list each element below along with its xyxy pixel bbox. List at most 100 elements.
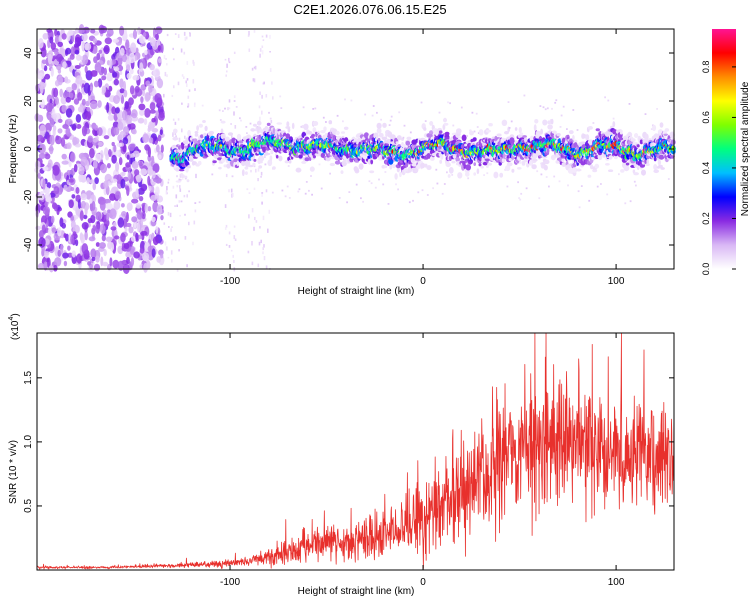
spectrogram-cell <box>250 169 252 173</box>
spectrogram-cell <box>69 53 75 60</box>
spectrogram-cell <box>84 230 88 241</box>
spectrogram-cell <box>179 214 181 217</box>
spectrogram-cell <box>194 209 197 213</box>
spectrogram-cell <box>105 202 113 210</box>
spectrogram-cell <box>264 163 267 166</box>
spectrogram-cell <box>89 148 95 159</box>
spectrogram-cell <box>123 218 128 230</box>
spectrogram-cell <box>125 64 131 72</box>
spectrogram-cell <box>70 187 75 191</box>
spectrogram-cell <box>129 68 134 75</box>
spectrogram-cell <box>235 106 238 108</box>
spectrogram-cell <box>248 214 250 219</box>
spectrogram-cell <box>86 177 90 185</box>
spectrogram-cell <box>320 187 323 190</box>
spectrogram-cell <box>263 244 265 248</box>
spectrogram-cell <box>272 166 276 170</box>
spectrogram-cell <box>185 36 188 40</box>
spectrogram-cell <box>108 85 113 92</box>
spectrogram-cell <box>173 58 175 61</box>
spectrogram-cell <box>186 179 190 183</box>
spectrogram-cell <box>311 193 313 196</box>
spectrogram-cell <box>149 63 155 71</box>
spectrogram-cell <box>144 144 150 151</box>
spectrogram-cell <box>483 174 485 176</box>
spectrogram-cell <box>269 155 273 161</box>
spectrogram-cell <box>447 174 451 178</box>
spectrogram-cell <box>169 212 172 218</box>
spectrogram-cell <box>143 262 148 273</box>
spectrogram-cell <box>131 198 139 204</box>
spectrogram-cell <box>45 102 54 113</box>
spectrogram-cell <box>323 126 327 132</box>
spectrogram-cell <box>77 199 81 209</box>
spectrogram-cell <box>424 120 427 122</box>
spectrogram-cell <box>244 166 249 170</box>
spectrogram-cell <box>126 72 132 80</box>
spectrogram-cell <box>99 200 106 211</box>
spectrogram-cell <box>57 128 63 134</box>
spectrogram-cell <box>184 175 188 179</box>
spectrogram-cell <box>227 132 234 136</box>
spectrogram-cell <box>420 162 426 169</box>
spectrogram-cell <box>336 114 339 117</box>
spectrogram-cell <box>75 54 82 61</box>
spectrogram-cell <box>133 251 140 259</box>
spectrogram-cell <box>412 199 414 202</box>
spectrogram-cell <box>67 29 74 36</box>
spectrogram-cell <box>129 85 135 95</box>
spectrogram-cell <box>223 164 227 168</box>
spectrogram-cell <box>121 211 127 217</box>
spectrogram-cell <box>102 261 109 267</box>
spectrogram-cell <box>259 116 261 121</box>
spectrogram-cell <box>40 99 45 109</box>
spectrogram-cell <box>58 34 62 43</box>
spectrogram-cell <box>401 137 404 141</box>
spectrogram-cell <box>262 39 265 41</box>
spectrogram-cell <box>53 186 60 195</box>
spectrogram-cell <box>130 257 135 267</box>
spectrogram-cell <box>184 135 186 139</box>
spectrogram-cell <box>309 166 315 172</box>
spectrogram-cell <box>304 157 310 162</box>
spectrogram-cell <box>429 121 434 126</box>
spectrogram-cell <box>194 133 199 137</box>
spectrogram-cell <box>158 58 162 64</box>
spectrogram-cell <box>342 120 344 123</box>
spectrogram-cell <box>270 149 274 155</box>
spectrogram-cell <box>486 164 489 168</box>
spectrogram-cell <box>42 166 49 171</box>
spectrogram-cell <box>320 152 326 158</box>
spectrogram-cell <box>473 130 476 133</box>
spectrogram-cell <box>164 241 167 246</box>
spectrogram-cell <box>256 120 262 126</box>
spectrogram-cell <box>175 180 182 183</box>
spectrogram-cell <box>160 144 164 153</box>
spectrogram-cell <box>440 153 444 160</box>
spectrogram-cell <box>188 221 190 226</box>
spectrogram-cell <box>57 249 62 257</box>
spectrogram-cell <box>236 133 242 141</box>
spectrogram-cell <box>125 39 130 50</box>
spectrogram-cell <box>297 190 300 193</box>
spectrogram-cell <box>329 172 331 175</box>
spectrogram-cell <box>47 159 53 169</box>
spectrogram-cell <box>157 134 162 142</box>
spectrogram-cell <box>261 201 263 205</box>
spectrogram-cell <box>236 160 240 167</box>
spectrogram-cell <box>259 53 261 58</box>
spectrogram-cell <box>62 61 67 69</box>
spectrogram-cell <box>122 110 128 121</box>
spectrogram-cell <box>135 203 142 209</box>
spectrogram-cell <box>302 106 305 109</box>
spectrogram-cell <box>156 256 162 263</box>
spectrogram-cell <box>350 99 353 102</box>
spectrogram-cell <box>381 136 388 141</box>
spectrogram-cell <box>106 28 114 37</box>
spectrogram-cell <box>504 165 511 172</box>
spectrogram-cell <box>193 138 198 145</box>
spectrogram-cell <box>148 185 152 191</box>
spectrogram-cell <box>398 111 401 114</box>
spectrogram-cell <box>59 88 63 98</box>
